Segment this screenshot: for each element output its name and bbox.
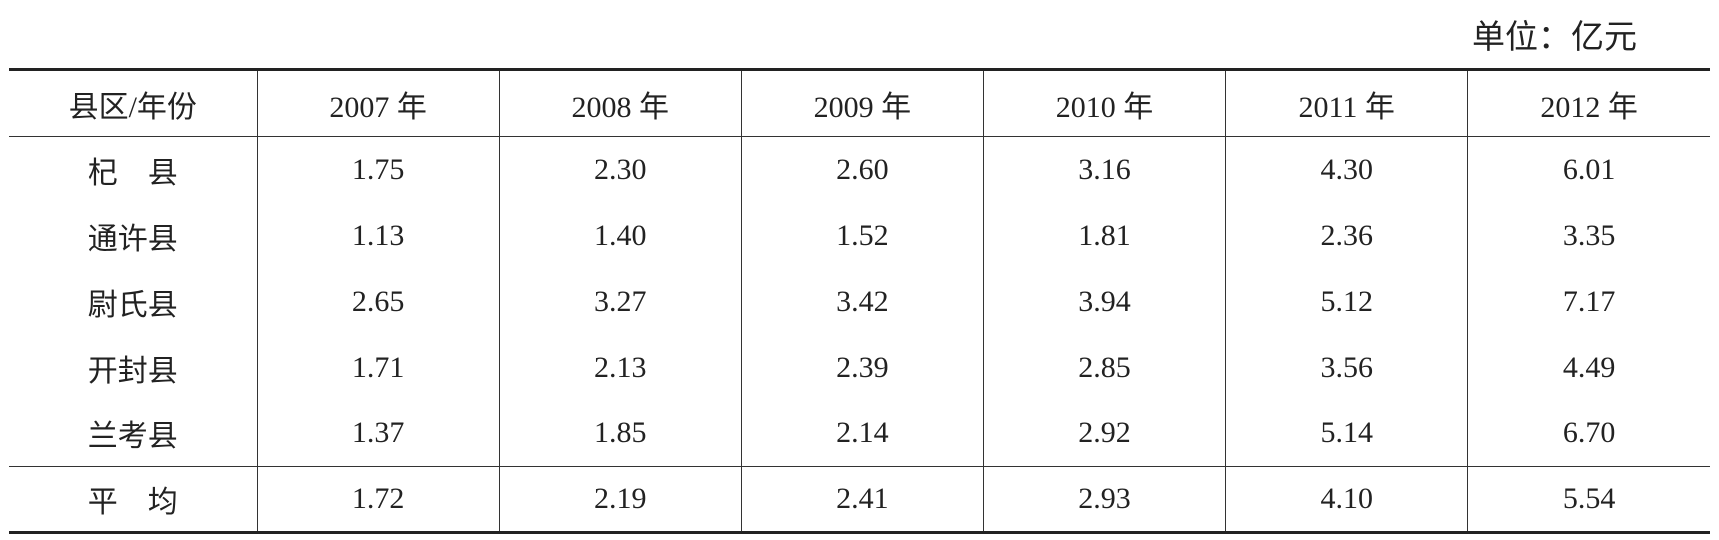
table-cell: 2.85 — [982, 334, 1226, 401]
header-cell: 2009 年 — [740, 69, 984, 137]
table-cell: 开封县 — [87, 354, 178, 388]
table-cell: 2.60 — [740, 136, 984, 203]
table-cell: 2.30 — [498, 136, 742, 203]
table-row: 县区/年份 2007 年 2008 年 2009 年 2010 年 2011 年 2012 … — [9, 69, 1710, 137]
table-body: 杞 县 1.75 2.30 2.60 3.16 4.30 6.01 通许县 1.13 1.40 1.… — [9, 136, 1710, 467]
table-row: 杞 县 1.75 2.30 2.60 3.16 4.30 6.01 — [9, 136, 1710, 203]
table-cell: 2.39 — [740, 334, 984, 401]
header-cell: 2007 年 — [256, 69, 500, 137]
header-cell: 县区/年份 — [68, 90, 197, 124]
header-cell: 2012 年 — [1467, 69, 1710, 137]
table-cell: 3.16 — [982, 136, 1226, 203]
table-cell: 1.40 — [498, 202, 742, 269]
table-footer: 平 均 1.72 2.19 2.41 2.93 4.10 5.54 — [9, 466, 1710, 533]
table-cell: 2.14 — [740, 400, 984, 467]
table-cell: 2.65 — [256, 268, 500, 335]
table-row: 兰考县 1.37 1.85 2.14 2.92 5.14 6.70 — [9, 400, 1710, 467]
table-cell: 1.75 — [256, 136, 500, 203]
table-header: 县区/年份 2007 年 2008 年 2009 年 2010 年 2011 年 2012 … — [9, 69, 1710, 137]
table-cell: 3.27 — [498, 268, 742, 335]
table-cell: 4.49 — [1467, 334, 1710, 401]
table-row: 平 均 1.72 2.19 2.41 2.93 4.10 5.54 — [9, 466, 1710, 533]
table-cell: 1.37 — [256, 400, 500, 467]
table-cell: 1.13 — [256, 202, 500, 269]
table-cell: 尉氏县 — [87, 288, 178, 322]
table-cell: 5.12 — [1225, 268, 1468, 335]
header-cell: 2008 年 — [498, 69, 742, 137]
table-cell: 7.17 — [1467, 268, 1710, 335]
table-cell: 1.81 — [982, 202, 1226, 269]
table-cell: 4.30 — [1225, 136, 1468, 203]
table-cell: 1.85 — [498, 400, 742, 467]
footer-cell: 2.93 — [982, 466, 1226, 533]
table-cell: 通许县 — [87, 222, 178, 256]
table-row: 通许县 1.13 1.40 1.52 1.81 2.36 3.35 — [9, 202, 1710, 269]
footer-cell: 5.54 — [1467, 466, 1710, 533]
table-cell: 3.42 — [740, 268, 984, 335]
header-cell: 2011 年 — [1225, 69, 1468, 137]
table-cell: 1.52 — [740, 202, 984, 269]
footer-cell: 4.10 — [1225, 466, 1468, 533]
footer-cell: 平 均 — [87, 486, 178, 519]
data-table: 县区/年份 2007 年 2008 年 2009 年 2010 年 2011 年 2012 … — [9, 68, 1710, 534]
table-cell: 1.71 — [256, 334, 500, 401]
table-row: 尉氏县 2.65 3.27 3.42 3.94 5.12 7.17 — [9, 268, 1710, 335]
table-cell: 2.36 — [1225, 202, 1468, 269]
table-cell: 6.70 — [1467, 400, 1710, 467]
table-cell: 3.35 — [1467, 202, 1710, 269]
footer-cell: 2.19 — [498, 466, 742, 533]
table-row: 开封县 1.71 2.13 2.39 2.85 3.56 4.49 — [9, 334, 1710, 401]
table-cell: 杞 县 — [87, 156, 178, 190]
table-cell: 2.13 — [498, 334, 742, 401]
table-cell: 3.94 — [982, 268, 1226, 335]
table-cell: 5.14 — [1225, 400, 1468, 467]
footer-cell: 2.41 — [740, 466, 984, 533]
table-cell: 兰考县 — [87, 420, 178, 454]
footer-cell: 1.72 — [256, 466, 500, 533]
table-cell: 3.56 — [1225, 334, 1468, 401]
table-cell: 2.92 — [982, 400, 1226, 467]
unit-label: 单位：亿元 — [1472, 20, 1637, 56]
table-cell: 6.01 — [1467, 136, 1710, 203]
header-cell: 2010 年 — [982, 69, 1226, 137]
